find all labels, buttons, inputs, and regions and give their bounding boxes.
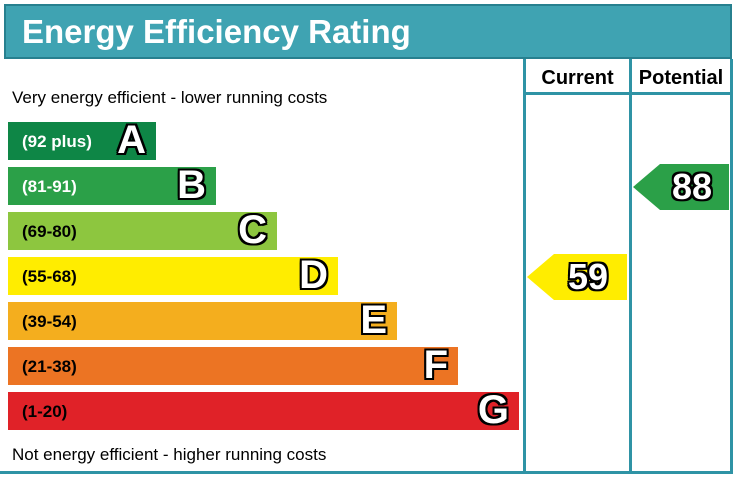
band-row-b: (81-91) B xyxy=(8,163,216,207)
divider-current-left xyxy=(523,59,526,474)
band-letter: B xyxy=(177,163,206,207)
band-letter: A xyxy=(117,118,146,162)
band-row-f: (21-38) F xyxy=(8,343,458,387)
page-title: Energy Efficiency Rating xyxy=(22,12,411,50)
potential-rating-arrow: 88 xyxy=(633,164,729,210)
current-rating-value: 59 xyxy=(567,256,609,297)
band-letter: F xyxy=(423,343,448,387)
band-row-e: (39-54) E xyxy=(8,298,397,342)
title-bar: Energy Efficiency Rating xyxy=(4,4,732,59)
band-row-d: (55-68) D xyxy=(8,253,338,297)
divider-current-potential xyxy=(629,59,632,474)
band-letter: G xyxy=(477,388,509,432)
band-range-label: (55-68) xyxy=(22,267,77,286)
potential-column-header: Potential xyxy=(638,67,724,89)
band-letter: E xyxy=(360,298,387,342)
band-range-label: (1-20) xyxy=(22,402,68,421)
current-rating-arrow: 59 xyxy=(527,254,627,300)
band-range-label: (69-80) xyxy=(22,222,77,241)
potential-rating-value: 88 xyxy=(671,166,713,207)
top-caption: Very energy efficient - lower running co… xyxy=(12,88,328,107)
bottom-caption: Not energy efficient - higher running co… xyxy=(12,445,327,464)
band-row-c: (69-80) C xyxy=(8,208,277,252)
band-range-label: (39-54) xyxy=(22,312,77,331)
current-column-header: Current xyxy=(541,67,614,89)
band-letter: C xyxy=(238,208,267,252)
bottom-border xyxy=(0,471,733,474)
band-range-label: (81-91) xyxy=(22,177,77,196)
band-range-label: (21-38) xyxy=(22,357,77,376)
band-row-g: (1-20) G xyxy=(8,388,519,432)
divider-right-edge xyxy=(730,59,733,474)
header-underline xyxy=(523,92,733,95)
band-row-a: (92 plus) A xyxy=(8,118,156,162)
band-letter: D xyxy=(299,253,328,297)
band-range-label: (92 plus) xyxy=(22,132,92,151)
